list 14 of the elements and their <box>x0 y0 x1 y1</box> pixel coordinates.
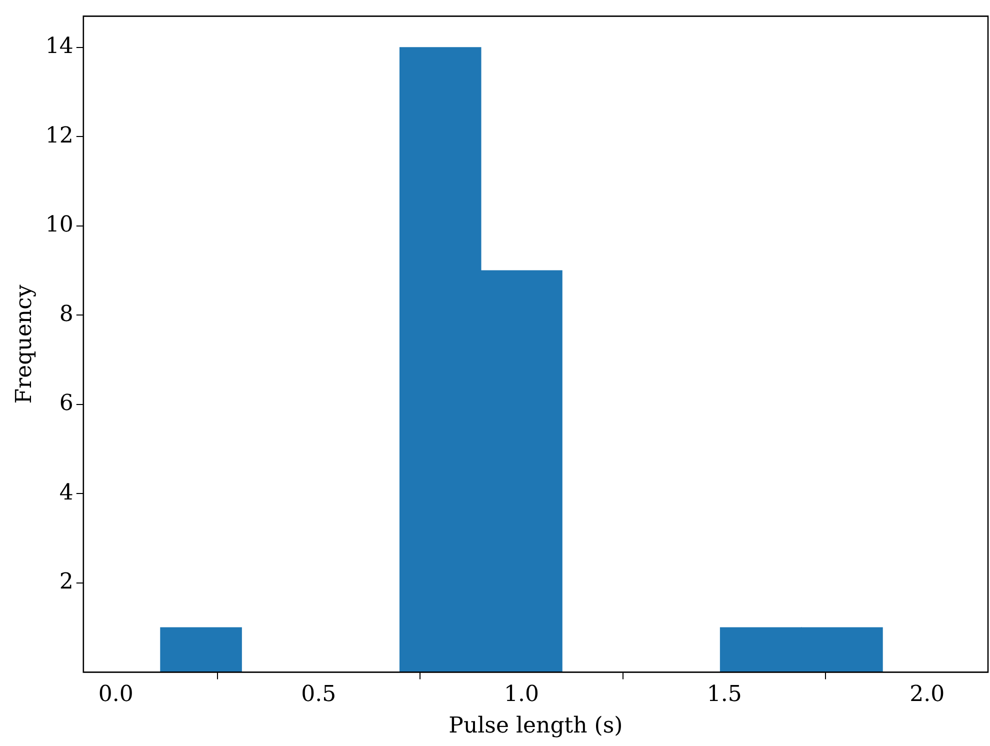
x-axis-title: Pulse length (s) <box>448 714 623 739</box>
x-tick-label: 2.0 <box>910 682 945 708</box>
x-tick-label: 0.0 <box>98 682 134 708</box>
y-tick-label: 10 <box>45 212 74 238</box>
y-tick-label: 8 <box>59 302 74 327</box>
x-tick-label: 1.5 <box>706 682 742 708</box>
y-tick-label: 2 <box>59 570 74 595</box>
x-tick-label: 0.5 <box>301 682 336 708</box>
y-tick-label: 14 <box>45 34 74 60</box>
y-tick-label: 4 <box>59 480 74 506</box>
x-tick-label: 1.0 <box>504 682 539 708</box>
y-axis-title: Frequency <box>12 284 37 404</box>
y-tick-label: 12 <box>45 123 74 148</box>
y-tick-label: 6 <box>59 391 74 416</box>
